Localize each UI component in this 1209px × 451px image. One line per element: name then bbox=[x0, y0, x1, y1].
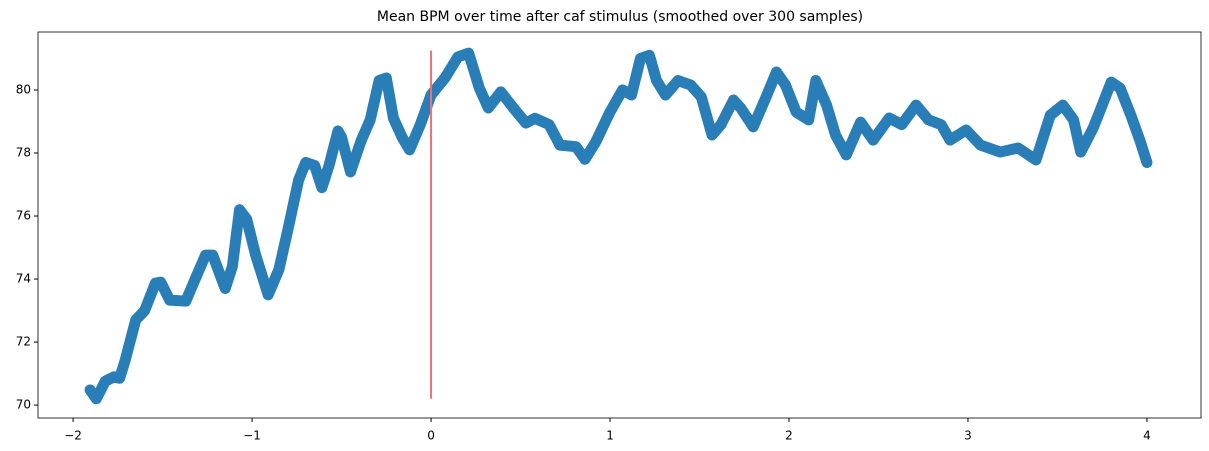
chart-title: Mean BPM over time after caf stimulus (s… bbox=[377, 9, 863, 25]
x-tick-label: −1 bbox=[243, 429, 261, 443]
y-tick-label: 74 bbox=[16, 272, 31, 286]
data-line bbox=[84, 47, 1153, 405]
y-tick-label: 80 bbox=[16, 82, 31, 96]
x-tick-label: 2 bbox=[785, 429, 793, 443]
plot-frame bbox=[37, 31, 1202, 419]
x-tick-label: 1 bbox=[606, 429, 614, 443]
x-tick-label: 3 bbox=[964, 429, 972, 443]
y-tick-label: 78 bbox=[16, 145, 31, 159]
x-tick-label: −2 bbox=[64, 429, 82, 443]
y-tick-label: 72 bbox=[16, 335, 31, 349]
y-tick-label: 70 bbox=[16, 398, 31, 412]
y-tick-label: 76 bbox=[16, 209, 31, 223]
x-tick-label: 0 bbox=[427, 429, 435, 443]
x-tick-label: 4 bbox=[1143, 429, 1151, 443]
